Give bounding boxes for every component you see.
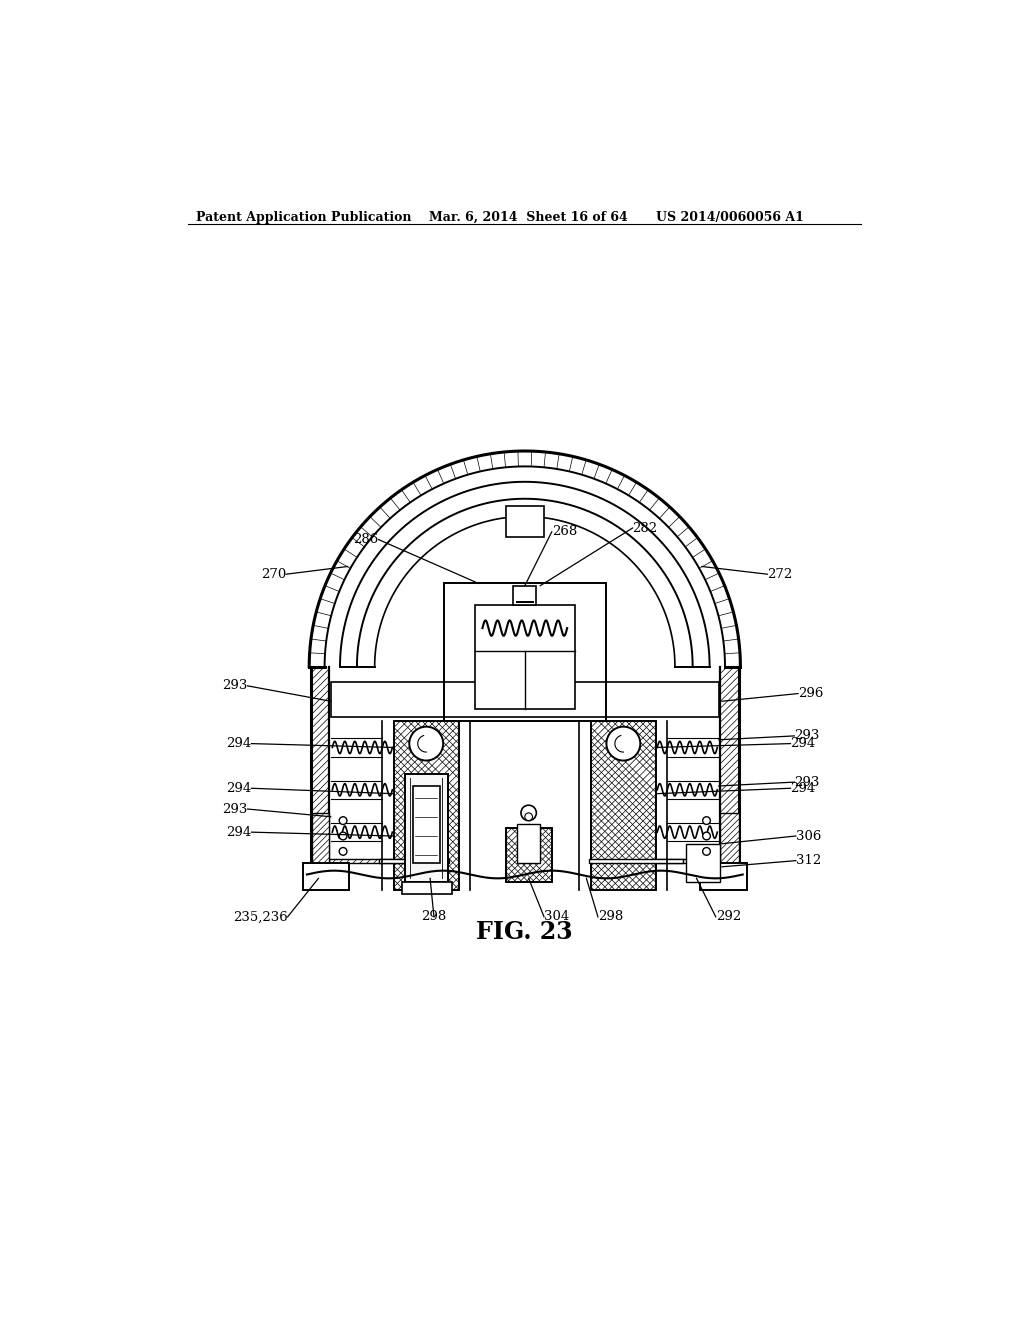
Bar [401, 882, 452, 894]
Text: 293: 293 [795, 730, 819, 742]
Text: 294: 294 [791, 781, 816, 795]
Circle shape [525, 836, 532, 843]
Text: 292: 292 [716, 911, 741, 924]
Bar [513, 586, 537, 605]
Circle shape [339, 832, 347, 840]
Circle shape [410, 726, 443, 760]
Text: 293: 293 [795, 776, 819, 788]
Text: 298: 298 [598, 911, 624, 924]
Text: 306: 306 [796, 829, 821, 842]
Text: 293: 293 [222, 680, 248, 693]
Bar [312, 813, 330, 863]
Text: Patent Application Publication: Patent Application Publication [196, 211, 412, 224]
Text: 294: 294 [226, 825, 252, 838]
Bar [720, 813, 739, 863]
Bar [515, 601, 535, 603]
Bar [475, 605, 574, 709]
Text: 235,236: 235,236 [232, 911, 288, 924]
Bar [686, 843, 720, 882]
Text: Mar. 6, 2014  Sheet 16 of 64: Mar. 6, 2014 Sheet 16 of 64 [429, 211, 628, 224]
Text: 298: 298 [421, 911, 446, 924]
Circle shape [702, 817, 711, 825]
Text: 296: 296 [798, 686, 823, 700]
Text: 282: 282 [633, 521, 657, 535]
Bar [406, 775, 447, 882]
Bar [303, 863, 349, 890]
Bar [379, 859, 449, 863]
Bar [700, 863, 746, 890]
Circle shape [521, 805, 537, 821]
Circle shape [702, 832, 711, 840]
Text: 270: 270 [261, 568, 286, 581]
Text: 293: 293 [222, 803, 248, 816]
Bar [506, 507, 544, 537]
Bar [517, 825, 541, 863]
Text: 294: 294 [791, 737, 816, 750]
Text: 272: 272 [767, 568, 793, 581]
Circle shape [702, 847, 711, 855]
Bar [506, 829, 552, 882]
Text: 268: 268 [552, 525, 577, 539]
Circle shape [606, 726, 640, 760]
Circle shape [339, 847, 347, 855]
Bar [413, 785, 440, 863]
Bar [590, 859, 683, 863]
Text: FIG. 23: FIG. 23 [476, 920, 573, 944]
Bar [330, 859, 403, 863]
Text: 294: 294 [226, 737, 252, 750]
Bar [591, 721, 656, 890]
Text: 294: 294 [226, 781, 252, 795]
Bar [331, 682, 719, 717]
Circle shape [525, 813, 532, 821]
Text: 286: 286 [353, 533, 379, 546]
Text: US 2014/0060056 A1: US 2014/0060056 A1 [656, 211, 804, 224]
Text: 304: 304 [544, 911, 569, 924]
Text: 312: 312 [796, 854, 821, 867]
Bar [657, 859, 720, 863]
Circle shape [339, 817, 347, 825]
Bar [444, 583, 605, 721]
Bar [394, 721, 460, 890]
Circle shape [525, 825, 532, 832]
